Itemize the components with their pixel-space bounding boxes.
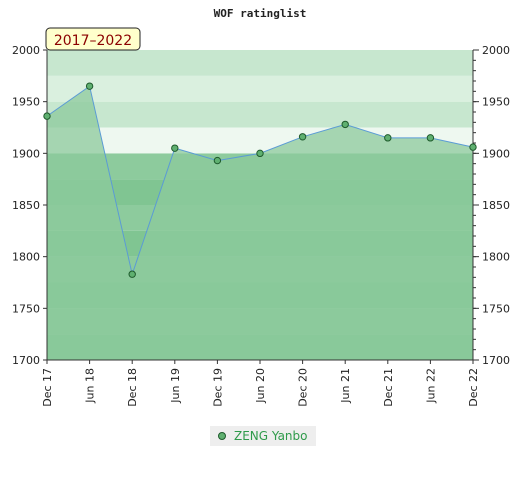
data-point <box>341 120 349 129</box>
legend-label: ZENG Yanbo <box>234 429 308 443</box>
y-tick-label-right: 1750 <box>482 302 510 315</box>
data-point <box>171 144 179 152</box>
band <box>47 50 473 76</box>
chart-title: WOF ratinglist <box>214 7 307 20</box>
y-axis-left: 1700 1750 1800 1850 1900 1950 2000 <box>12 44 48 367</box>
data-point <box>426 134 435 142</box>
y-axis-right: 1700 1750 1800 1850 1900 1950 2000 <box>472 44 510 367</box>
data-point <box>213 156 222 165</box>
data-point <box>469 143 477 151</box>
y-tick-label-right: 1950 <box>482 96 510 109</box>
data-points <box>43 82 477 278</box>
x-tick-label: Jun 22 <box>424 368 437 404</box>
data-point <box>384 134 392 142</box>
y-tick-label-left: 2000 <box>12 44 40 57</box>
y-tick-label-left: 1750 <box>12 302 40 315</box>
period-label: 2017–2022 <box>54 33 132 49</box>
x-tick-label: Jun 20 <box>254 368 267 404</box>
legend-marker-icon <box>218 432 226 440</box>
band <box>47 101 473 128</box>
legend: ZENG Yanbo <box>210 426 316 446</box>
period-label-box: 2017–2022 <box>45 27 141 51</box>
y-tick-label-right: 1900 <box>482 147 510 160</box>
y-tick-label-left: 1800 <box>12 251 40 264</box>
y-tick-label-left: 1850 <box>12 199 40 212</box>
x-tick-label: Jun 21 <box>339 368 352 404</box>
data-point <box>85 82 94 90</box>
y-tick-label-right: 1700 <box>482 354 510 367</box>
x-tick-label: Dec 19 <box>211 368 224 407</box>
y-tick-label-right: 2000 <box>482 44 510 57</box>
y-tick-label-left: 1900 <box>12 147 40 160</box>
x-axis: Dec 17 Jun 18 Dec 18 Jun 19 Dec 19 Jun 20 Dec … <box>41 359 480 407</box>
y-tick-label-right: 1850 <box>482 199 510 212</box>
data-point <box>43 112 51 120</box>
x-tick-label: Jun 18 <box>84 368 97 404</box>
data-point <box>256 149 264 158</box>
y-tick-label-left: 1950 <box>12 96 40 109</box>
x-tick-label: Jun 19 <box>169 368 182 404</box>
y-tick-label-right: 1800 <box>482 251 510 264</box>
x-tick-label: Dec 17 <box>41 368 54 407</box>
data-point <box>128 270 136 278</box>
series-area <box>47 86 473 361</box>
x-tick-label: Dec 22 <box>467 368 480 407</box>
y-tick-label-left: 1700 <box>12 354 40 367</box>
x-tick-label: Dec 18 <box>126 368 139 407</box>
data-point <box>298 133 307 141</box>
x-tick-label: Dec 20 <box>297 368 310 407</box>
x-tick-label: Dec 21 <box>382 368 395 407</box>
band <box>47 75 473 102</box>
